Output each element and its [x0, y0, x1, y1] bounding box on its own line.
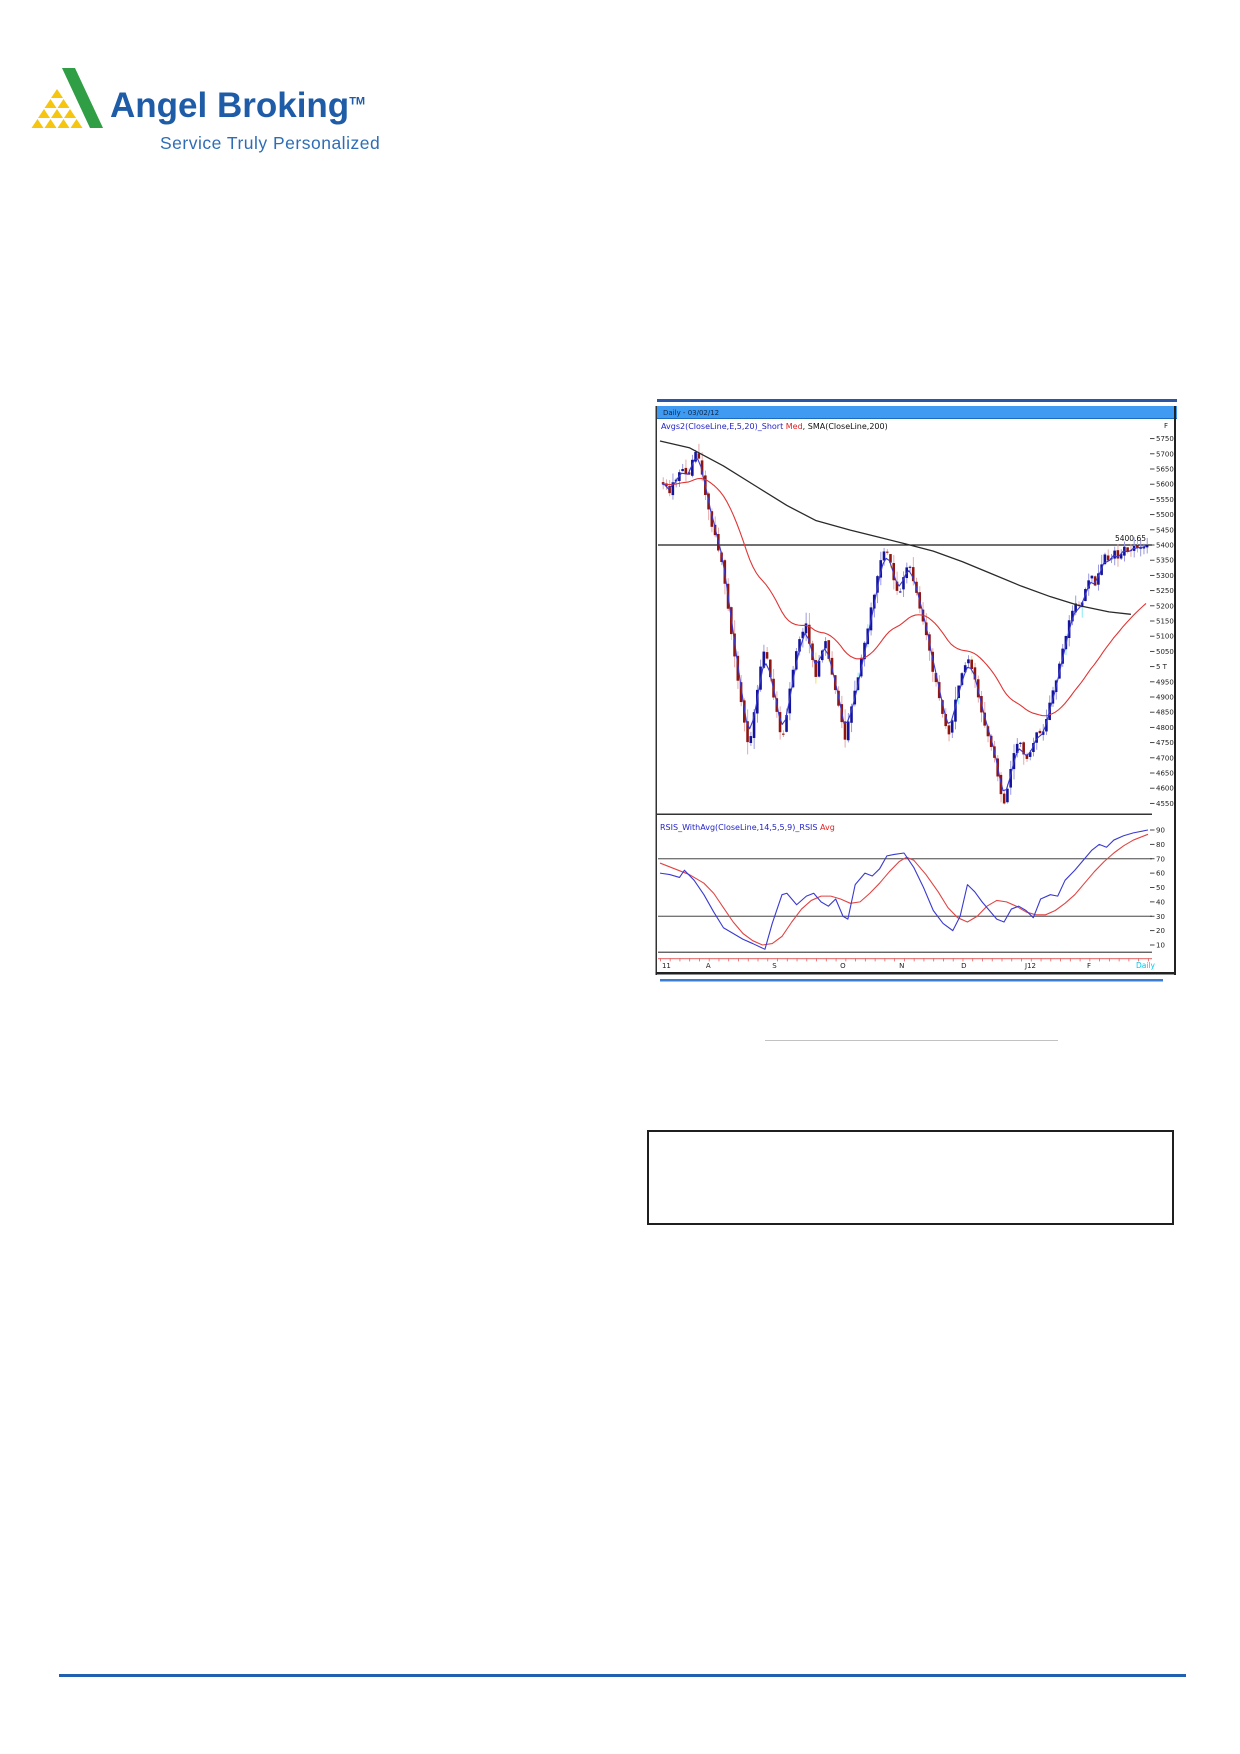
svg-text:4650: 4650 — [1156, 770, 1174, 778]
svg-text:5450: 5450 — [1156, 526, 1174, 534]
svg-text:20: 20 — [1156, 927, 1165, 935]
logo-yellow-pyramid — [31, 89, 83, 128]
svg-text:4850: 4850 — [1156, 709, 1174, 717]
svg-text:5200: 5200 — [1156, 602, 1174, 610]
svg-text:5 T: 5 T — [1156, 663, 1168, 671]
svg-text:A: A — [706, 962, 711, 970]
svg-text:4600: 4600 — [1156, 785, 1174, 793]
svg-text:Daily - 03/02/12: Daily - 03/02/12 — [663, 409, 719, 417]
note-box — [647, 1130, 1174, 1225]
svg-text:F: F — [1087, 962, 1091, 970]
svg-text:F: F — [1164, 422, 1168, 430]
svg-text:5250: 5250 — [1156, 587, 1174, 595]
svg-text:Avgs2(CloseLine,E,5,20)_Short: Avgs2(CloseLine,E,5,20)_Short Med, SMA(C… — [661, 422, 888, 431]
svg-text:4750: 4750 — [1156, 739, 1174, 747]
brand-tagline: Service Truly Personalized — [160, 133, 381, 153]
svg-text:90: 90 — [1156, 827, 1165, 835]
svg-text:Daily: Daily — [1136, 961, 1156, 970]
svg-text:70: 70 — [1156, 855, 1165, 863]
svg-text:5350: 5350 — [1156, 557, 1174, 565]
svg-text:5750: 5750 — [1156, 435, 1174, 443]
svg-text:4950: 4950 — [1156, 678, 1174, 686]
angel-broking-logo-icon — [31, 68, 103, 128]
svg-text:30: 30 — [1156, 913, 1165, 921]
svg-text:4800: 4800 — [1156, 724, 1174, 732]
svg-text:5050: 5050 — [1156, 648, 1174, 656]
svg-text:O: O — [840, 962, 846, 970]
divider-hairline — [765, 1040, 1058, 1041]
svg-text:60: 60 — [1156, 870, 1165, 878]
svg-text:5550: 5550 — [1156, 496, 1174, 504]
svg-text:50: 50 — [1156, 884, 1165, 892]
svg-text:5500: 5500 — [1156, 511, 1174, 519]
svg-text:80: 80 — [1156, 841, 1165, 849]
svg-text:5400.65: 5400.65 — [1115, 534, 1146, 543]
svg-text:5150: 5150 — [1156, 618, 1174, 626]
logo-green-stroke — [62, 68, 103, 128]
footer-rule — [59, 1674, 1186, 1677]
svg-text:J12: J12 — [1024, 962, 1036, 970]
svg-text:5300: 5300 — [1156, 572, 1174, 580]
chart-svg: Daily - 03/02/12 Avgs2(CloseLine,E,5,20)_… — [655, 399, 1177, 982]
brand-name: Angel BrokingTM — [110, 86, 366, 125]
svg-text:RSIS_WithAvg(CloseLine,14,5,5,: RSIS_WithAvg(CloseLine,14,5,5,9)_RSIS Av… — [660, 823, 835, 832]
chart-screenshot: Daily - 03/02/12 Avgs2(CloseLine,E,5,20)_… — [640, 395, 1190, 990]
svg-text:10: 10 — [1156, 942, 1165, 950]
svg-text:4700: 4700 — [1156, 754, 1174, 762]
svg-text:S: S — [772, 962, 777, 970]
svg-text:N: N — [899, 962, 904, 970]
trademark: TM — [349, 95, 366, 108]
svg-text:40: 40 — [1156, 898, 1165, 906]
svg-text:4900: 4900 — [1156, 694, 1174, 702]
svg-text:5650: 5650 — [1156, 466, 1174, 474]
svg-text:5400: 5400 — [1156, 542, 1174, 550]
svg-text:5700: 5700 — [1156, 450, 1174, 458]
svg-text:4550: 4550 — [1156, 800, 1174, 808]
svg-text:5100: 5100 — [1156, 633, 1174, 641]
svg-text:5600: 5600 — [1156, 481, 1174, 489]
svg-text:D: D — [961, 962, 966, 970]
svg-text:11: 11 — [662, 962, 671, 970]
